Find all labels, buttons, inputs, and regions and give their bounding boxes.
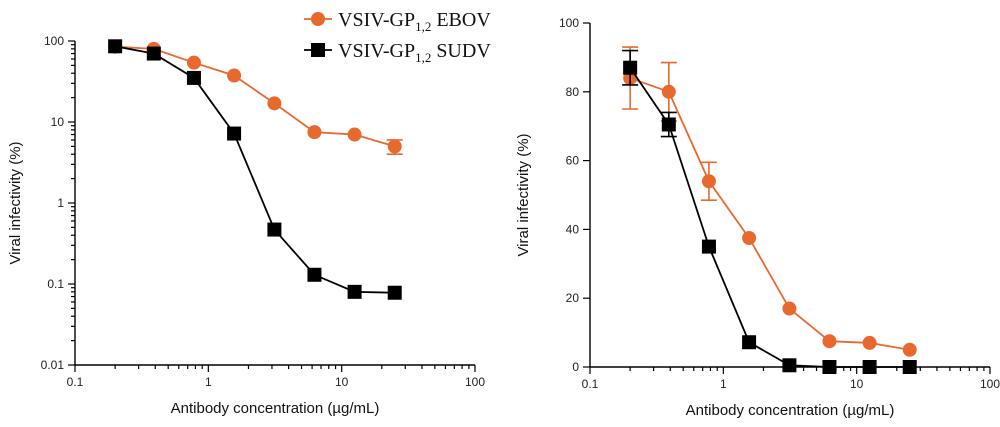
y-axis-title: Viral infectivity (%): [7, 141, 24, 264]
data-point: [742, 335, 757, 350]
data-point: [108, 39, 123, 54]
data-point: [701, 174, 716, 189]
legend-entry-ebov: VSIV-GP1,2 EBOV: [304, 9, 491, 34]
legend-subscript: 1,2: [415, 19, 431, 34]
data-point: [822, 360, 837, 374]
x-tick-label: 10: [335, 375, 349, 389]
data-point: [661, 117, 676, 132]
y-tick-label: 100: [44, 34, 64, 48]
data-point: [347, 127, 362, 142]
y-tick-label: 0: [572, 360, 579, 374]
x-tick-label: 1: [720, 377, 727, 391]
data-point: [902, 360, 917, 374]
chart-right-linear: 0.1 1 10 100 0 20 40 60 80 100 Antibody concentrat…: [515, 16, 1000, 419]
data-point: [862, 360, 877, 374]
data-point: [862, 335, 877, 350]
data-point: [307, 267, 322, 282]
series-line: [114, 45, 395, 294]
x-tick-label: 100: [465, 375, 485, 389]
legend-label: VSIV-GP1,2 SUDV: [338, 40, 491, 65]
legend-prefix: VSIV-GP: [338, 40, 415, 62]
data-point: [661, 84, 676, 99]
data-point: [387, 285, 402, 300]
data-point: [623, 60, 638, 75]
series-ebov: [622, 46, 917, 357]
y-tick-label: 80: [566, 85, 580, 99]
data-point: [742, 231, 757, 245]
y-axis-title: Viral infectivity (%): [515, 133, 532, 256]
data-point: [902, 342, 917, 357]
legend-entry-sudv: VSIV-GP1,2 SUDV: [304, 40, 491, 65]
y-tick-label: 40: [566, 222, 580, 236]
y-tick-label: 0.1: [47, 277, 64, 291]
data-point: [227, 68, 242, 83]
data-point: [347, 284, 362, 299]
y-tick-label: 60: [566, 154, 580, 168]
data-point: [186, 55, 201, 70]
x-axis-title: Antibody concentration (µg/mL): [171, 400, 380, 417]
data-point: [267, 96, 282, 111]
data-point: [227, 126, 242, 141]
legend-marker: [311, 43, 325, 57]
legend-suffix: EBOV: [431, 9, 491, 31]
x-tick-label: 1: [205, 375, 212, 389]
series-sudv: [622, 49, 917, 374]
y-tick-label: 0.01: [41, 358, 65, 372]
series-sudv: [108, 39, 402, 300]
y-tick-label: 100: [559, 16, 579, 30]
data-point: [822, 334, 837, 349]
data-point: [387, 139, 402, 154]
data-point: [701, 239, 716, 254]
legend-label: VSIV-GP1,2 EBOV: [338, 9, 491, 34]
legend-marker: [311, 12, 325, 26]
x-axis-title: Antibody concentration (µg/mL): [686, 402, 895, 419]
legend-suffix: SUDV: [431, 40, 491, 62]
legend-prefix: VSIV-GP: [338, 9, 415, 31]
x-tick-label: 100: [980, 377, 1000, 391]
data-point: [782, 358, 797, 373]
y-tick-label: 20: [566, 291, 580, 305]
x-tick-label: 0.1: [582, 377, 599, 391]
legend-subscript: 1,2: [415, 50, 431, 65]
y-tick-label: 10: [51, 115, 65, 129]
data-point: [267, 222, 282, 237]
data-point: [782, 301, 797, 316]
data-point: [186, 70, 201, 85]
x-tick-label: 0.1: [67, 375, 84, 389]
y-tick-label: 1: [57, 196, 64, 210]
data-point: [307, 125, 322, 140]
data-point: [146, 46, 161, 61]
x-tick-label: 10: [850, 377, 864, 391]
